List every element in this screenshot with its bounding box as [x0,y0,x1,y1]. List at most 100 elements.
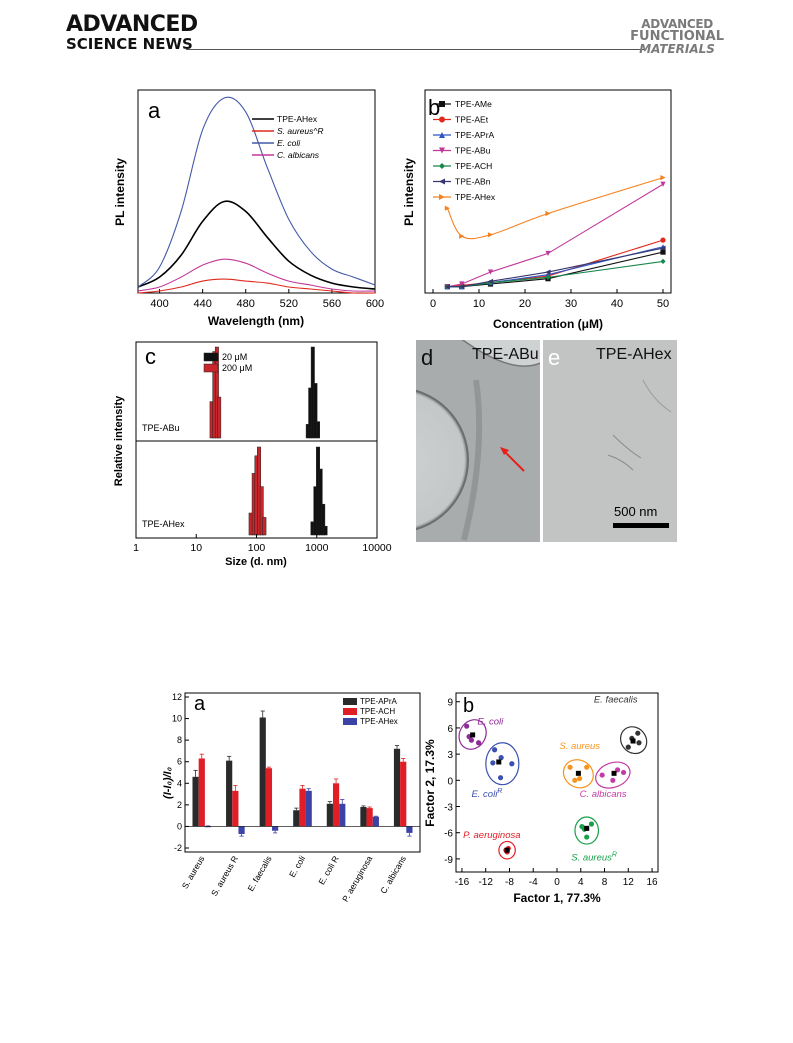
group-label: E. coliR [471,788,502,800]
y-axis-label: PL intensity [402,158,416,226]
x-tick-label: 0 [554,877,560,888]
bar [272,826,279,831]
centroid-marker [496,759,502,765]
data-point [459,284,465,290]
group-label: C. albicans [580,789,627,800]
data-point [660,245,666,251]
centroid-marker [470,732,476,738]
figure2-panel-a: a -2 0 2 4 6 8 10 12 S. aureus S. aureus R E. fae… [163,692,421,904]
y-tick-label: 4 [177,778,182,788]
data-point [439,147,445,154]
data-point [498,755,504,761]
x-tick-label: 10 [190,542,202,554]
scatter-groups: E. coli E. coliR S. aureus E. faecalis C. al… [458,695,648,864]
series-line [446,177,664,240]
confidence-ellipse [485,742,520,786]
data-point [545,269,551,275]
panel-letter: a [148,98,161,123]
legend-swatch [343,698,357,705]
bar [400,761,407,827]
axes-frame [184,692,421,853]
legend-label: TPE-ABn [455,177,491,187]
legend-swatch [343,708,357,715]
data-point [487,278,494,284]
data-point [497,775,504,781]
y-tick-label: 9 [447,698,453,709]
category-label: E. faecalis [245,854,273,893]
bar [204,826,212,828]
data-point [545,210,551,217]
legend-label: E. coli [277,138,301,148]
y-tick-label: -3 [444,803,453,814]
scale-bar-label: 500 nm [614,504,658,519]
journal-logo-left: ADVANCED SCIENCE NEWS [66,14,198,52]
x-tick-label: -4 [529,877,538,888]
data-point [459,233,465,239]
bar [326,803,333,827]
data-point [625,744,631,750]
histogram-bar [316,421,320,439]
journal-logo-right-line1: ADVANCED [641,17,713,31]
legend-label: TPE-AHex [360,717,398,726]
x-axis-label: Concentration (μM) [493,317,603,331]
data-point [439,163,445,169]
histogram-bar [318,468,323,536]
bar [259,717,266,827]
series-line [447,246,664,288]
confidence-ellipse [619,726,648,755]
data-point [588,821,595,827]
bar [339,803,346,827]
series-line [447,247,664,288]
legend-label: TPE-ACH [360,707,395,716]
y-tick-label: 6 [447,724,453,735]
tem-texture [416,340,540,542]
x-tick-label: 1 [133,542,139,554]
y-tick-label: -9 [444,855,453,866]
confidence-ellipse [562,759,594,789]
figure1-panel-b: b 0 10 20 30 40 50 TPE-AMeTPE-AEtTPE-APrATPE-… [402,89,672,331]
legend-label: TPE-ACH [455,161,492,171]
centroid-marker [504,847,510,853]
legend-label: TPE-APrA [455,130,495,140]
tick-labels: -16 -12 -8 -4 0 4 8 12 16 -9 -6 -3 0 3 6 9 [444,698,658,888]
panel-letter: b [428,95,440,120]
bar [393,748,401,827]
x-axis-label: Size (d. nm) [225,556,287,568]
legend-label: TPE-ABu [455,146,491,156]
subplot-label-bottom: TPE-AHex [142,519,185,529]
x-tick-label: 600 [366,298,384,310]
series-line [137,278,376,294]
group-label: E. faecalis [594,695,638,706]
series-lines [444,175,666,290]
data-point [509,761,515,767]
category-labels: S. aureus S. aureus R E. faecalis E. coli E.… [180,854,408,904]
legend-label: TPE-APrA [360,697,398,706]
x-tick-label: 0 [430,298,436,310]
x-tick-label: 12 [623,877,635,888]
y-axis-label: Relative intensity [113,395,125,486]
legend: TPE-AHex S. aureus^R E. coli C. albicans [252,114,324,160]
data-point [599,772,605,778]
group-label: S. aureus [559,741,600,752]
data-point [660,175,666,181]
y-tick-label: 6 [177,757,182,767]
x-tick-label: -16 [455,877,470,888]
confidence-ellipse [458,719,487,750]
y-axis-label: Factor 2, 17.3% [424,739,437,827]
panel-letter: d [421,345,434,370]
legend: TPE-AMe TPE-AEt TPE-APrA TPE-ABu TPE-ACH TPE-… [433,99,496,202]
group-label: E. coli [477,716,504,727]
data-point [660,237,666,243]
bar [265,768,273,827]
data-point [576,775,583,782]
data-point [620,769,627,776]
x-tick-labels: 0 10 20 30 40 50 [430,289,669,310]
data-point [487,232,494,238]
tem-label: TPE-AHex [596,346,672,363]
y-tick-label: 0 [177,821,182,831]
data-point [459,281,465,287]
legend-swatch [343,718,357,725]
x-tick-label: 50 [657,298,669,310]
histogram-bar [313,383,318,439]
